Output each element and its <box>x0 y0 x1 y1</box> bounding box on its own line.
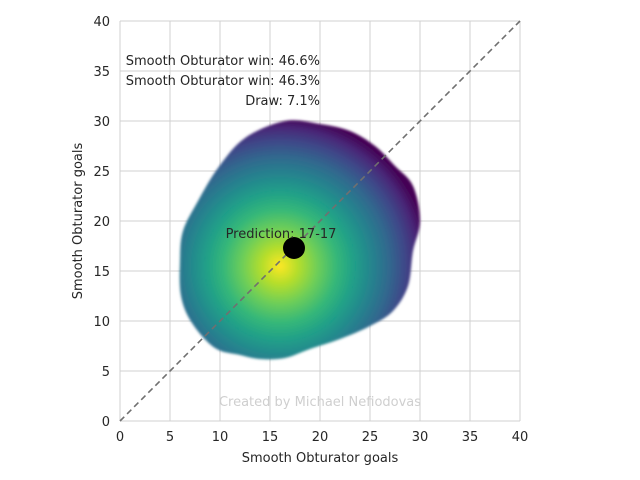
x-tick-label-4: 20 <box>312 430 329 445</box>
prediction-point <box>283 237 305 259</box>
x-tick-label-2: 10 <box>212 430 229 445</box>
x-tick-label-8: 40 <box>512 430 529 445</box>
x-tick-label-6: 30 <box>412 430 429 445</box>
annotation-draw: Draw: 7.1% <box>245 94 320 109</box>
x-tick-label-0: 0 <box>116 430 124 445</box>
y-tick-label-5: 25 <box>93 165 110 180</box>
y-tick-label-6: 30 <box>93 115 110 130</box>
y-tick-label-2: 10 <box>93 315 110 330</box>
watermark: Created by Michael Nefiodovas <box>219 395 421 410</box>
y-tick-label-7: 35 <box>93 65 110 80</box>
y-tick-label-1: 5 <box>102 365 110 380</box>
y-axis-label: Smooth Obturator goals <box>71 143 86 300</box>
y-tick-label-0: 0 <box>102 415 110 430</box>
y-tick-label-8: 40 <box>93 15 110 30</box>
y-tick-label-3: 15 <box>93 265 110 280</box>
y-tick-label-4: 20 <box>93 215 110 230</box>
x-tick-label-7: 35 <box>462 430 479 445</box>
annotation-away-win: Smooth Obturator win: 46.3% <box>126 74 320 89</box>
prediction-label: Prediction: 17-17 <box>226 227 337 242</box>
x-axis-ticks: 0 5 10 15 20 25 30 35 40 <box>116 430 528 445</box>
x-tick-label-1: 5 <box>166 430 174 445</box>
x-axis-label: Smooth Obturator goals <box>242 451 399 466</box>
y-axis-ticks: 0 5 10 15 20 25 30 35 40 <box>93 15 110 430</box>
annotation-home-win: Smooth Obturator win: 46.6% <box>126 54 320 69</box>
diagonal-line <box>119 20 521 422</box>
x-tick-label-3: 15 <box>262 430 279 445</box>
x-tick-label-5: 25 <box>362 430 379 445</box>
